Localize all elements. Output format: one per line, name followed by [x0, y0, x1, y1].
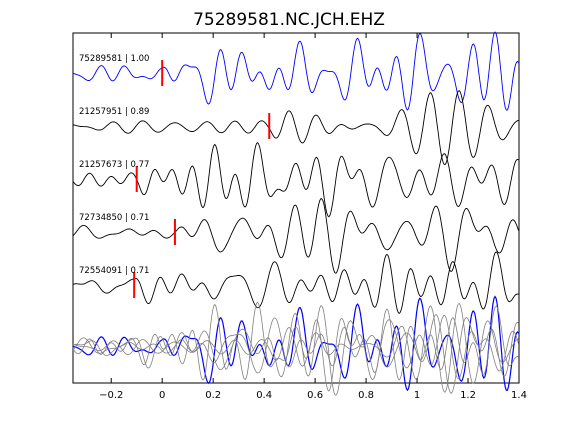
chart-title: 75289581.NC.JCH.EHZ — [193, 10, 385, 30]
stack-overlay-group — [72, 295, 519, 396]
trace-line-2 — [72, 90, 519, 166]
x-tick-label-3: 0.2 — [205, 390, 221, 401]
plot-frame — [72, 32, 520, 384]
x-tick-label-9: 1.4 — [511, 390, 527, 401]
x-axis-ticks-group: −0.2 0 0.2 0.4 0.6 0.8 1 1.2 1.4 — [99, 33, 527, 401]
x-tick-label-1: −0.2 — [99, 390, 123, 401]
trace-line-4 — [72, 198, 519, 274]
trace-label-1: 75289581 | 1.00 — [79, 54, 149, 64]
trace-line-5 — [72, 251, 519, 315]
stack-line-4 — [72, 305, 519, 396]
stack-line-3 — [72, 301, 519, 392]
trace-labels-group: 75289581 | 1.00 21257951 | 0.89 21257673 |… — [79, 54, 149, 276]
x-tick-label-4: 0.4 — [256, 390, 272, 401]
x-tick-label-6: 0.8 — [358, 390, 374, 401]
trace-label-4: 72734850 | 0.71 — [79, 213, 149, 223]
traces-group — [72, 31, 519, 315]
stack-line-2 — [72, 303, 519, 393]
x-tick-label-8: 1.2 — [460, 390, 476, 401]
x-tick-label-7: 1 — [414, 390, 420, 401]
trace-line-1 — [72, 31, 519, 111]
stack-line-1 — [72, 295, 519, 392]
x-tick-label-5: 0.6 — [307, 390, 323, 401]
picks-group — [133, 60, 271, 298]
trace-label-3: 21257673 | 0.77 — [79, 160, 149, 170]
stack-line-5 — [72, 305, 519, 381]
trace-label-2: 21257951 | 0.89 — [79, 107, 149, 117]
trace-line-3 — [72, 141, 519, 218]
trace-label-5: 72554091 | 0.71 — [79, 266, 149, 276]
x-tick-label-2: 0 — [159, 390, 165, 401]
